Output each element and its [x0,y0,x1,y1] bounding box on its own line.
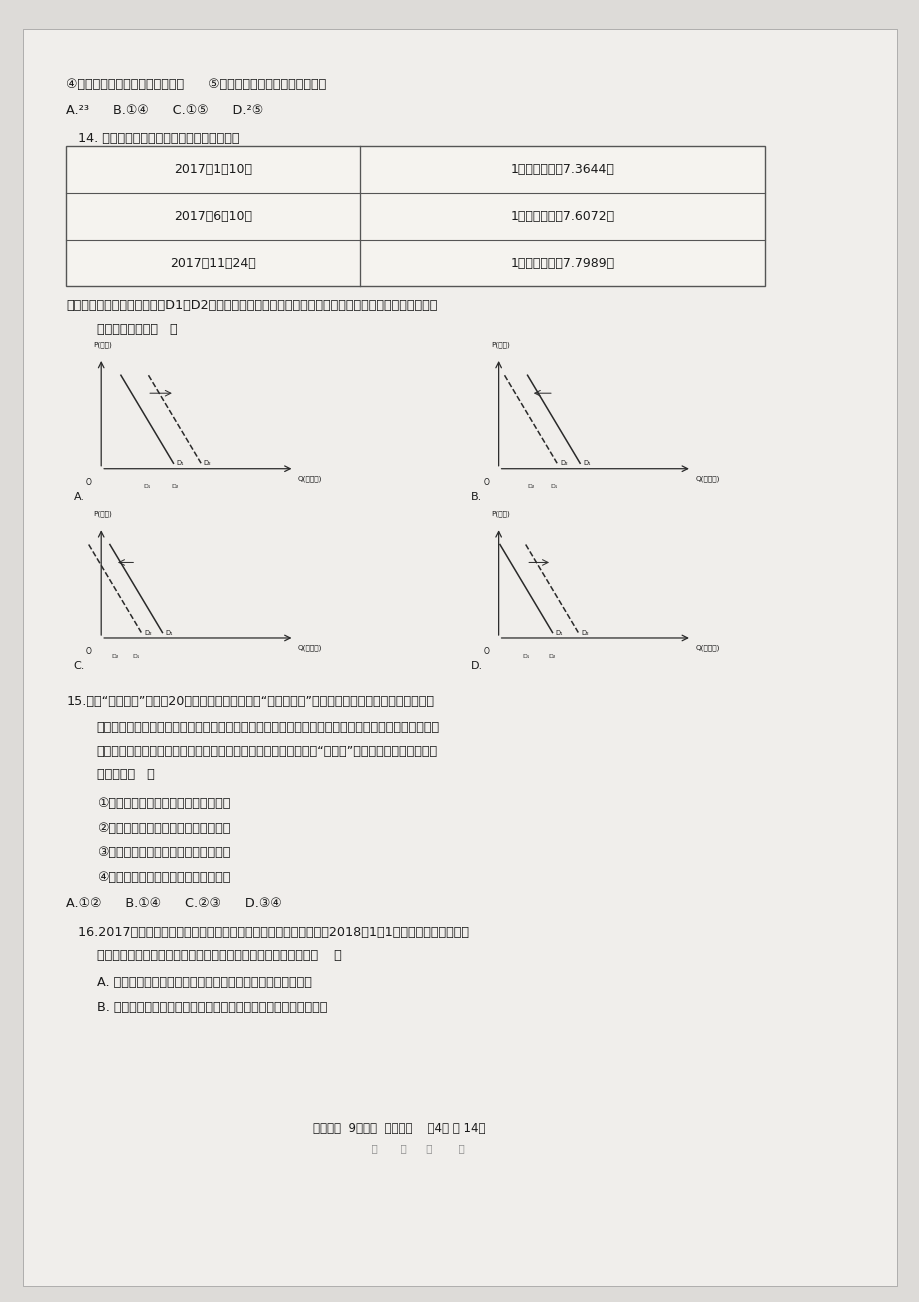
Text: D₂: D₂ [111,654,119,659]
Text: O: O [86,647,92,656]
Text: 仁一中北  9月测试  文综试题    第4页 共 14页: 仁一中北 9月测试 文综试题 第4页 共 14页 [312,1122,485,1135]
Text: O: O [86,478,92,487]
FancyBboxPatch shape [23,29,896,1286]
Text: D₁: D₁ [132,654,140,659]
Text: B. 航空与高鐵互为替代品，西成高鐵的价格比航空更低、服务更好: B. 航空与高鐵互为替代品，西成高鐵的价格比航空更低、服务更好 [96,1001,326,1014]
Text: D₂: D₂ [527,484,534,490]
Text: D₁: D₁ [583,460,590,466]
Text: 以支付宝、微信支付为代表的移动支付让手机取代钉包，出门购物更方便，还能通过后方大数据平台将: 以支付宝、微信支付为代表的移动支付让手机取代钉包，出门购物更方便，还能通过后方大… [96,721,439,734]
Text: P(价格): P(价格) [491,341,509,348]
Text: A.①②      B.①④      C.②③      D.③④: A.①② B.①④ C.②③ D.③④ [66,897,281,910]
Text: A.: A. [74,492,85,503]
Text: 2017年1月10日: 2017年1月10日 [174,163,252,176]
Text: 2017年11月24日: 2017年11月24日 [170,256,255,270]
Text: 品需求变动的是（   ）: 品需求变动的是（ ） [96,323,177,336]
Text: Q(需求量): Q(需求量) [298,644,322,651]
Text: O: O [483,478,489,487]
Text: D₂: D₂ [548,654,555,659]
Text: 上的航班数量由每日两班减少为一班。川航航班调整的原因在于（    ）: 上的航班数量由每日两班减少为一班。川航航班调整的原因在于（ ） [96,949,341,962]
Text: D₁: D₁ [550,484,557,490]
Text: D₁: D₁ [143,484,151,490]
Text: ③准确把握需求，提高企业生产针对性: ③准确把握需求，提高企业生产针对性 [96,846,230,859]
Text: 各类消费信息反馈给厂商。移动支付受到消费者与厂商欢迎，付款“扫一扫”已成为一种时尚。移动支: 各类消费信息反馈给厂商。移动支付受到消费者与厂商欢迎，付款“扫一扫”已成为一种时… [96,745,437,758]
Text: P(价格): P(价格) [94,510,112,517]
Text: ④创新了服务模式，方便购物消费      ⑤能减少现金使用，防止通货膨脹: ④创新了服务模式，方便购物消费 ⑤能减少现金使用，防止通货膨脹 [66,78,326,91]
Text: 1欧元对人民幷7.3644元: 1欧元对人民幷7.3644元 [510,163,614,176]
Text: P(价格): P(价格) [94,341,112,348]
Text: D₁: D₁ [522,654,529,659]
Text: ④增加交易安全，避免消费者财产损失: ④增加交易安全，避免消费者财产损失 [96,871,230,884]
Text: C.: C. [74,661,85,672]
Text: D₁: D₁ [176,460,184,466]
Text: Q(需求量): Q(需求量) [695,475,719,482]
Text: 付有利于（   ）: 付有利于（ ） [96,768,154,781]
Text: D₂: D₂ [560,460,567,466]
Text: D₂: D₂ [144,629,152,635]
Text: D₁: D₁ [165,629,173,635]
Text: 2017年6月10日: 2017年6月10日 [174,210,252,223]
Text: Q(需求量): Q(需求量) [298,475,322,482]
Text: 14. 下表为中国人民銀行外汇牌价变动情况：: 14. 下表为中国人民銀行外汇牌价变动情况： [66,132,240,145]
Text: P(价格): P(价格) [491,510,509,517]
Text: D₁: D₁ [555,629,562,635]
Text: O: O [483,647,489,656]
Text: D₂: D₂ [581,629,588,635]
Text: D.: D. [471,661,482,672]
Text: 15.来自“一带一路”沿线的20国青年评选出了中国的“新四大发明”：高鐵、支付宝、共享单车和网购。: 15.来自“一带一路”沿线的20国青年评选出了中国的“新四大发明”：高鐵、支付宝… [66,695,434,708]
Text: A. 航空与高鐵为互补商品，西成高鐵的开通弥补了航空的缺陷: A. 航空与高鐵为互补商品，西成高鐵的开通弥补了航空的缺陷 [96,976,312,990]
Text: B.: B. [471,492,482,503]
Text: 1欧元对人民幷7.7989元: 1欧元对人民幷7.7989元 [510,256,614,270]
Text: 不考虑其他因素，下列图示（D1、D2分别代表变动前后）能正确反映汇率变动后我国企业对欧元区国家商: 不考虑其他因素，下列图示（D1、D2分别代表变动前后）能正确反映汇率变动后我国企… [66,299,437,312]
Text: ②拓宽支付渠道，提高商品交易的效率: ②拓宽支付渠道，提高商品交易的效率 [96,822,230,835]
Text: Q(需求量): Q(需求量) [695,644,719,651]
Text: 16.2017年底，西安到成都的西成高鐵开通。受此影响，川航决定自2018年1月1日起，川航在西成航线: 16.2017年底，西安到成都的西成高鐵开通。受此影响，川航决定自2018年1月… [66,926,469,939]
Text: （       淘      题        ）: （ 淘 题 ） [312,1143,464,1154]
Text: 1欧元对人民幷7.6072元: 1欧元对人民幷7.6072元 [510,210,614,223]
Text: D₂: D₂ [204,460,211,466]
Bar [66,146,765,286]
Text: ①减少现金使用，降低通货膨脹的风险: ①减少现金使用，降低通货膨脹的风险 [96,797,230,810]
Text: A.²³      B.①④      C.①⑤      D.²⑤: A.²³ B.①④ C.①⑤ D.²⑤ [66,104,263,117]
Text: D₂: D₂ [171,484,178,490]
